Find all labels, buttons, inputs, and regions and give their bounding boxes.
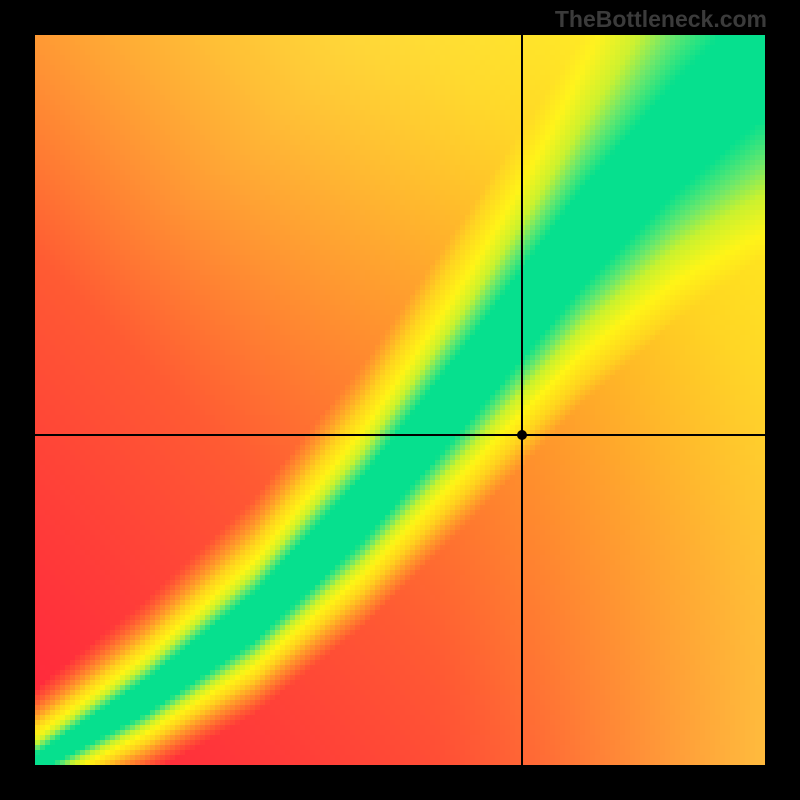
crosshair-vertical (521, 35, 523, 765)
crosshair-horizontal (35, 434, 765, 436)
heatmap-canvas (35, 35, 765, 765)
crosshair-dot (517, 430, 527, 440)
watermark-text: TheBottleneck.com (555, 6, 767, 33)
chart-frame: TheBottleneck.com (0, 0, 800, 800)
